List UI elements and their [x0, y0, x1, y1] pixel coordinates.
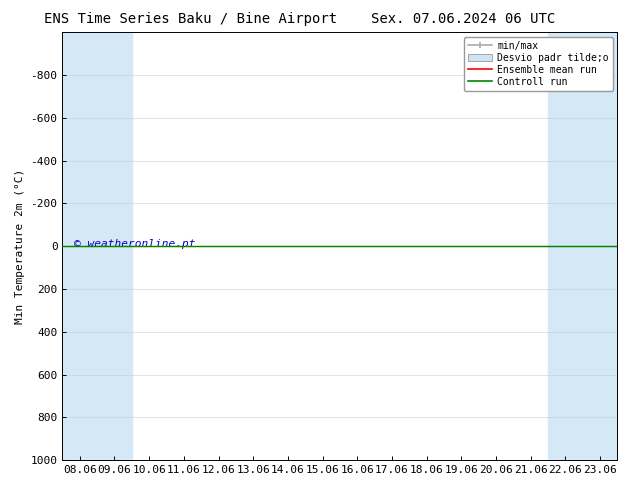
Text: ENS Time Series Baku / Bine Airport: ENS Time Series Baku / Bine Airport — [44, 12, 337, 26]
Bar — [548, 32, 618, 460]
Legend: min/max, Desvio padr tilde;o, Ensemble mean run, Controll run: min/max, Desvio padr tilde;o, Ensemble m… — [464, 37, 612, 91]
Text: Sex. 07.06.2024 06 UTC: Sex. 07.06.2024 06 UTC — [371, 12, 555, 26]
Bar — [618, 32, 634, 460]
Bar — [62, 32, 132, 460]
Y-axis label: Min Temperature 2m (°C): Min Temperature 2m (°C) — [15, 169, 25, 324]
Text: © weatheronline.pt: © weatheronline.pt — [74, 239, 195, 249]
